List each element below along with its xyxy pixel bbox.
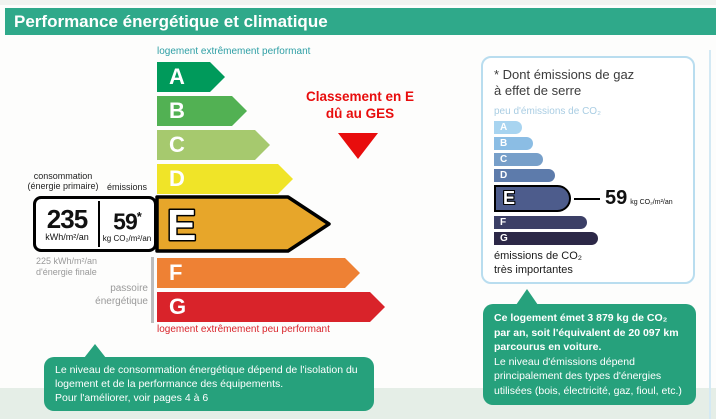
ges-class-e-bar: E (494, 185, 571, 212)
energy-class-c-arrow: C (157, 130, 270, 160)
energy-class-d-arrow: D (157, 164, 293, 194)
ges-class-f-bar: F (494, 216, 587, 229)
ges-tooltip-text: Le niveau d'émissions dépend principalem… (494, 355, 682, 397)
ges-class-g-bar: G (494, 232, 598, 245)
energy-class-f-arrow: F (157, 258, 360, 288)
annotation-arrow-down-icon (338, 133, 378, 159)
ges-value-connector (574, 197, 600, 200)
ges-class-c-bar: C (494, 153, 543, 166)
best-performance-label: logement extrêmement performant (157, 46, 311, 57)
consumption-value: 235 (46, 203, 88, 234)
class-annotation-line2: dû au GES (325, 106, 395, 121)
ges-low-emissions-label: peu d'émissions de CO₂ (494, 106, 601, 117)
energy-class-e-arrow: E (155, 195, 331, 253)
ges-class-e-letter: E (503, 188, 516, 208)
ges-class-b-bar: B (494, 137, 533, 150)
energy-class-a-arrow: A (157, 62, 225, 92)
energy-tooltip: Le niveau de consommation énergétique dé… (44, 357, 374, 411)
energy-class-e-shape (155, 195, 331, 253)
energy-class-b-letter: B (169, 98, 185, 123)
ges-high-emissions-label: émissions de CO₂ très importantes (494, 250, 583, 276)
ges-panel-title: * Dont émissions de gaz à effet de serre (494, 67, 635, 98)
energy-class-c-letter: C (169, 132, 185, 157)
sieve-bracket-line (151, 257, 154, 323)
page-edge-line (709, 50, 711, 419)
energy-sieve-label: passoire énergétique (95, 283, 148, 307)
left-tooltip-pointer-icon (84, 344, 106, 358)
energy-class-b-arrow: B (157, 96, 247, 126)
class-annotation: Classement en E dû au GES (278, 88, 442, 122)
energy-class-g-letter: G (169, 294, 187, 319)
ges-value-unit: kg CO₂/m²/an (630, 198, 673, 206)
ges-tooltip: Ce logement émet 3 879 kg de CO₂ par an,… (483, 304, 696, 405)
consumption-caption: consommation (énergie primaire) (27, 171, 99, 191)
emissions-value: 59* (113, 208, 142, 235)
ges-tooltip-bold-text: Ce logement émet 3 879 kg de CO₂ par an,… (494, 312, 679, 353)
energy-class-d-letter: D (169, 166, 185, 191)
ges-class-d-bar: D (494, 169, 555, 182)
energy-class-a-letter: A (169, 64, 185, 89)
emissions-unit: kg CO₂/m²/an (102, 234, 152, 244)
top-strip (0, 0, 716, 5)
ges-tooltip-pointer-icon (516, 289, 538, 305)
ges-class-e-row: E 59 kg CO₂/m²/an (494, 185, 673, 212)
energy-class-e-letter: E (167, 201, 196, 250)
class-annotation-line1: Classement en E (305, 89, 415, 104)
final-energy-note: 225 kWh/m²/an d'énergie finale (36, 256, 98, 277)
energy-class-g-arrow: G (157, 292, 385, 322)
energy-tooltip-text: Le niveau de consommation énergétique dé… (55, 364, 358, 390)
ges-class-a-bar: A (494, 121, 522, 134)
worst-performance-label: logement extrêmement peu performant (157, 324, 330, 335)
consumption-unit: kWh/m²/an (45, 231, 89, 242)
emissions-value-cell: 59* kg CO₂/m²/an (98, 201, 154, 247)
page-title: Performance énergétique et climatique (14, 12, 328, 31)
value-box: 235 kWh/m²/an 59* kg CO₂/m²/an (33, 196, 157, 252)
energy-class-f-letter: F (169, 260, 183, 285)
emissions-caption: émissions (107, 182, 148, 192)
energy-tooltip-text2: Pour l'améliorer, voir pages 4 à 6 (55, 392, 209, 404)
consumption-value-cell: 235 kWh/m²/an (36, 199, 98, 249)
asterisk: * (136, 208, 142, 224)
ges-value: 59 (605, 187, 628, 209)
page-title-bar: Performance énergétique et climatique (5, 8, 716, 35)
